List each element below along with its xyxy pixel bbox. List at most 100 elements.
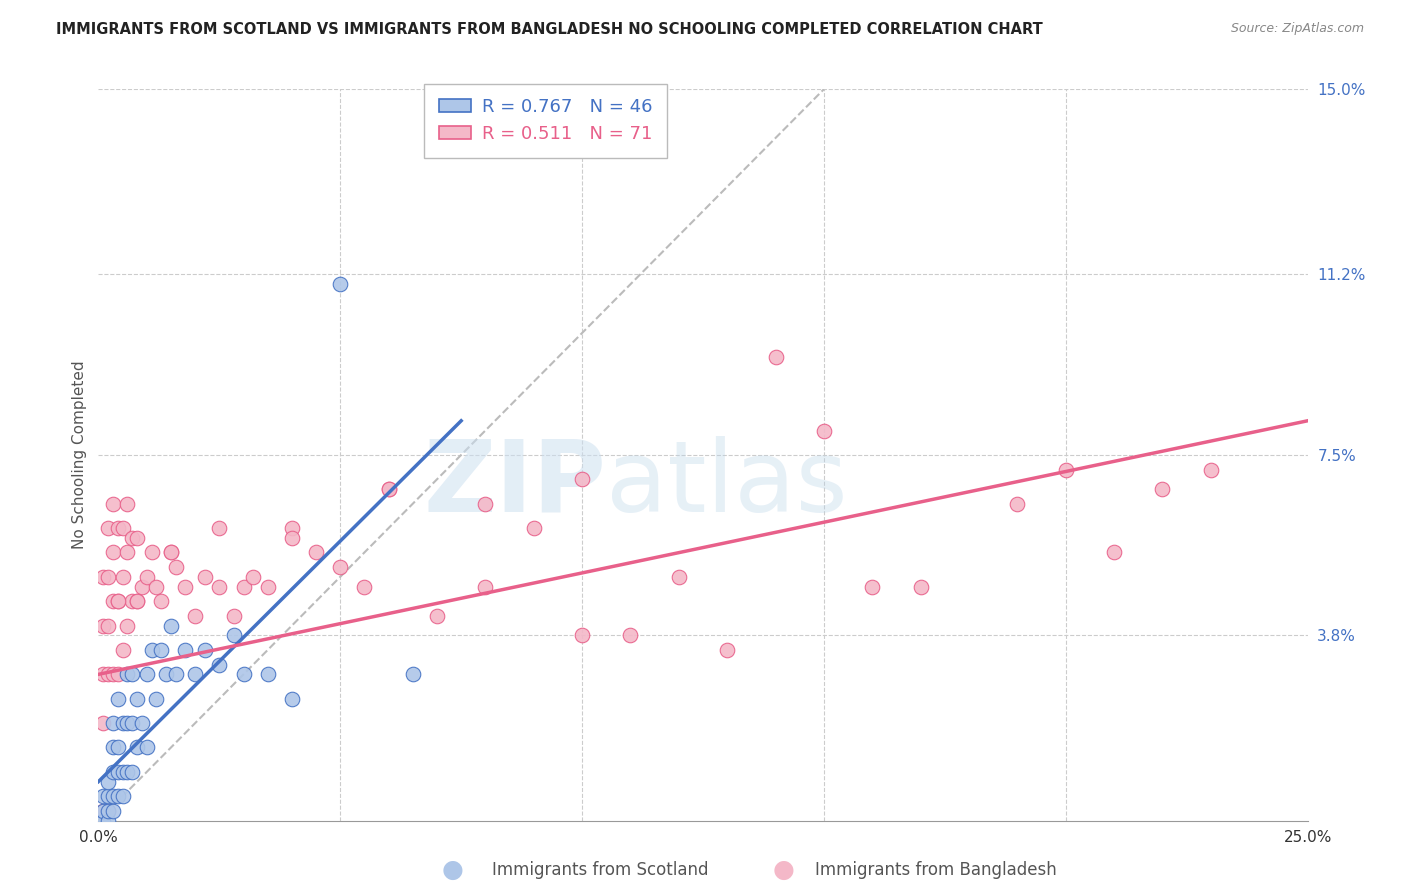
Point xyxy=(208,580,231,594)
Point xyxy=(329,277,352,292)
Point xyxy=(97,570,120,584)
Point xyxy=(111,764,134,779)
Point xyxy=(377,482,399,496)
Point xyxy=(91,667,114,681)
Point xyxy=(121,716,143,731)
Point xyxy=(131,580,153,594)
Point xyxy=(97,814,120,828)
Point xyxy=(155,667,177,681)
Point xyxy=(107,594,129,608)
Point xyxy=(101,740,124,755)
Point xyxy=(111,521,134,535)
Point xyxy=(860,580,883,594)
Point xyxy=(117,667,139,681)
Point xyxy=(1007,497,1029,511)
Point xyxy=(107,667,129,681)
Point xyxy=(165,560,187,574)
Point xyxy=(232,667,254,681)
Point xyxy=(222,628,245,642)
Point xyxy=(523,521,546,535)
Point xyxy=(571,472,593,486)
Point xyxy=(101,545,124,559)
Point xyxy=(97,804,120,818)
Point xyxy=(97,789,120,804)
Point xyxy=(121,594,143,608)
Point xyxy=(145,691,167,706)
Point xyxy=(232,580,254,594)
Point xyxy=(426,608,449,623)
Point xyxy=(91,804,114,818)
Point xyxy=(160,545,183,559)
Point xyxy=(1199,462,1222,476)
Point xyxy=(194,643,217,657)
Point xyxy=(97,804,120,818)
Text: Source: ZipAtlas.com: Source: ZipAtlas.com xyxy=(1230,22,1364,36)
Point xyxy=(208,657,231,672)
Point xyxy=(141,545,163,559)
Legend: R = 0.767   N = 46, R = 0.511   N = 71: R = 0.767 N = 46, R = 0.511 N = 71 xyxy=(425,84,668,158)
Point xyxy=(135,570,157,584)
Point xyxy=(117,545,139,559)
Point xyxy=(242,570,264,584)
Point xyxy=(101,789,124,804)
Point xyxy=(184,608,207,623)
Point xyxy=(127,531,149,545)
Point xyxy=(107,740,129,755)
Point xyxy=(111,643,134,657)
Point xyxy=(474,580,496,594)
Point xyxy=(402,667,425,681)
Point xyxy=(150,643,173,657)
Point xyxy=(107,764,129,779)
Point xyxy=(141,643,163,657)
Text: IMMIGRANTS FROM SCOTLAND VS IMMIGRANTS FROM BANGLADESH NO SCHOOLING COMPLETED CO: IMMIGRANTS FROM SCOTLAND VS IMMIGRANTS F… xyxy=(56,22,1043,37)
Point xyxy=(329,560,352,574)
Point xyxy=(91,618,114,632)
Point xyxy=(281,521,304,535)
Point xyxy=(160,618,183,632)
Point xyxy=(101,667,124,681)
Point xyxy=(174,580,197,594)
Point xyxy=(101,804,124,818)
Point xyxy=(256,580,278,594)
Point xyxy=(107,789,129,804)
Point xyxy=(184,667,207,681)
Point xyxy=(256,667,278,681)
Point xyxy=(145,580,167,594)
Point xyxy=(91,789,114,804)
Point xyxy=(353,580,375,594)
Point xyxy=(97,618,120,632)
Point xyxy=(101,497,124,511)
Point xyxy=(127,691,149,706)
Point xyxy=(281,531,304,545)
Point xyxy=(135,667,157,681)
Point xyxy=(135,740,157,755)
Point xyxy=(121,764,143,779)
Point xyxy=(91,716,114,731)
Point xyxy=(160,545,183,559)
Point xyxy=(117,618,139,632)
Point xyxy=(765,351,787,365)
Point xyxy=(117,497,139,511)
Point xyxy=(1152,482,1174,496)
Point xyxy=(1102,545,1125,559)
Text: Immigrants from Scotland: Immigrants from Scotland xyxy=(492,861,709,879)
Point xyxy=(150,594,173,608)
Point xyxy=(91,570,114,584)
Point xyxy=(101,764,124,779)
Point xyxy=(377,482,399,496)
Point xyxy=(813,424,835,438)
Point xyxy=(910,580,932,594)
Point xyxy=(91,804,114,818)
Point xyxy=(97,774,120,789)
Point xyxy=(174,643,197,657)
Point xyxy=(121,531,143,545)
Point xyxy=(107,521,129,535)
Point xyxy=(222,608,245,623)
Point xyxy=(97,667,120,681)
Point xyxy=(127,594,149,608)
Point xyxy=(668,570,690,584)
Point xyxy=(111,716,134,731)
Point xyxy=(208,521,231,535)
Point xyxy=(571,628,593,642)
Point xyxy=(97,521,120,535)
